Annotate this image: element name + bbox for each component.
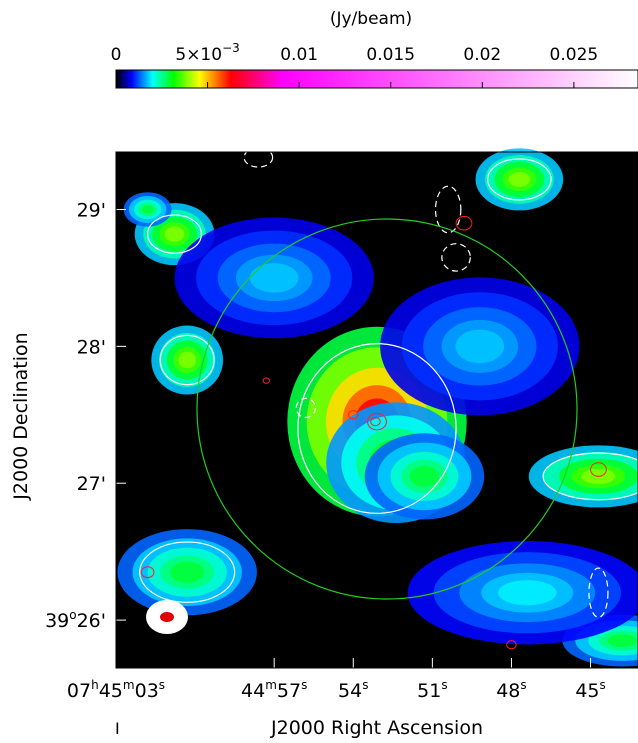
contour-red: [348, 410, 359, 420]
colorbar-tick-label: 5×10−3: [175, 41, 239, 65]
contour-layer: [139, 147, 638, 650]
y-tick-label: 28': [77, 336, 106, 358]
colorbar-tick-labels: 0 5×10−3 0.01 0.015 0.02 0.025: [111, 41, 599, 65]
image-panel: [115, 147, 638, 669]
colorbar-tick-label: 0: [111, 45, 122, 65]
colorbar-label: (Jy/beam): [330, 9, 412, 29]
contour-negative: [441, 243, 471, 272]
contour-red: [140, 566, 155, 579]
contour-red: [506, 640, 517, 650]
contour-positive: [487, 158, 552, 201]
x-tick-label: 44m57s: [241, 678, 307, 702]
x-axis-title: J2000 Right Ascension: [270, 717, 483, 739]
primary-beam-circle: [196, 218, 578, 600]
contour-red: [262, 377, 270, 384]
contour-negative: [243, 147, 274, 168]
y-axis-title: J2000 Declination: [10, 332, 32, 500]
x-tick-label: 51s: [417, 678, 447, 702]
emission-blob: [249, 263, 299, 293]
emission-blob: [141, 205, 154, 214]
beam-core: [160, 612, 174, 622]
contour-negative: [295, 397, 316, 419]
colorbar-tick-label: 0.015: [366, 45, 415, 65]
colorbar-gradient: [115, 69, 638, 89]
colorbar-tick-label: 0.01: [280, 45, 318, 65]
contour-red: [367, 412, 387, 431]
emission-blob: [178, 351, 196, 369]
x-tick-label: 54s: [338, 678, 368, 702]
contour-positive: [147, 214, 203, 254]
emission-blob: [409, 465, 440, 487]
x-tick-label: 45s: [575, 678, 605, 702]
emission-blob: [170, 561, 205, 583]
contour-red: [455, 215, 473, 231]
y-tick-label: 39o26': [45, 608, 106, 632]
contour-positive: [297, 343, 457, 514]
emission-blob: [164, 226, 185, 242]
contour-positive: [139, 541, 236, 603]
colorbar-tick-label: 0.02: [463, 45, 501, 65]
colorbar-tick-label: 0.025: [550, 45, 599, 65]
contour-positive: [159, 334, 215, 386]
y-tick-labels: 29' 28' 27' 39o26': [45, 199, 106, 632]
contour-positive: [542, 452, 638, 501]
colorbar: (Jy/beam) 0 5×10−3 0.01 0.015 0.02 0.025: [111, 9, 638, 89]
x-tick-label: 48s: [496, 678, 526, 702]
colorbar-tick-marks: [115, 82, 575, 88]
emission-layer: [117, 148, 638, 667]
emission-blob: [607, 634, 637, 647]
contour-negative: [588, 567, 609, 618]
contour-negative: [434, 185, 462, 234]
y-tick-label: 27': [77, 473, 106, 495]
x-tick-label: 07h45m03s: [67, 678, 165, 702]
synthesized-beam: [146, 600, 188, 634]
y-tick-label: 29': [77, 199, 106, 221]
emission-blob: [508, 171, 531, 187]
emission-blob: [455, 329, 505, 364]
contour-red: [590, 462, 607, 477]
footer-mark: I: [115, 719, 120, 738]
contour-red: [370, 417, 381, 427]
x-tick-labels: 07h45m03s 44m57s 54s 51s 48s 45s: [67, 678, 606, 702]
emission-blob: [498, 580, 557, 606]
image-frame: [115, 151, 638, 669]
